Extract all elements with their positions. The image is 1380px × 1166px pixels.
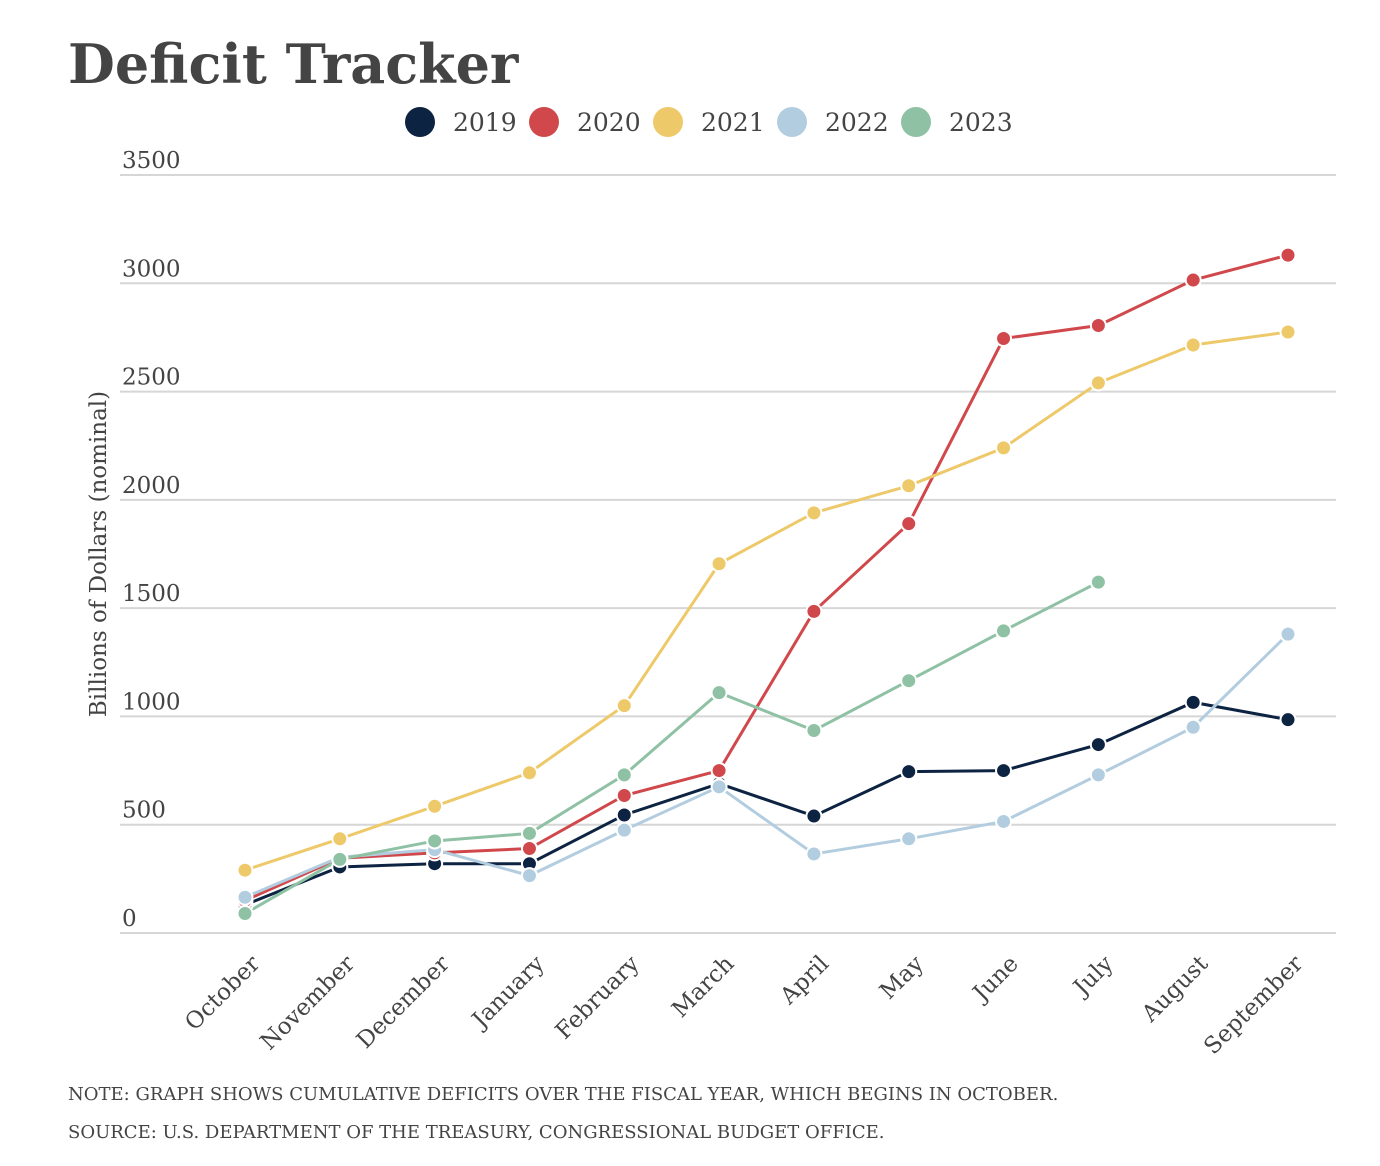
legend-label: 2020: [577, 108, 641, 137]
x-tick-label: September: [1199, 951, 1308, 1060]
y-axis-title: Billions of Dollars (nominal): [86, 391, 112, 717]
data-point: [1279, 625, 1297, 643]
data-point: [1184, 718, 1202, 736]
legend-swatch: [405, 107, 435, 137]
data-point: [900, 830, 918, 848]
x-tick-label: May: [875, 951, 929, 1005]
data-point: [520, 824, 538, 842]
chart-title: Deficit Tracker: [68, 32, 519, 96]
data-point: [1089, 766, 1107, 784]
y-tick-label: 1000: [122, 689, 181, 715]
data-point: [1089, 736, 1107, 754]
series-line: [244, 700, 1289, 907]
series-line: [244, 580, 1100, 915]
series-line: [244, 253, 1289, 902]
legend-label: 2022: [825, 108, 889, 137]
x-tick-label: February: [551, 951, 645, 1045]
data-point: [1279, 323, 1297, 341]
data-point: [615, 806, 633, 824]
data-point: [995, 812, 1013, 830]
legend-label: 2021: [701, 108, 765, 137]
data-point: [520, 764, 538, 782]
data-point: [236, 905, 254, 923]
data-point: [236, 888, 254, 906]
legend-swatch: [653, 107, 683, 137]
data-point: [1184, 271, 1202, 289]
data-point: [520, 867, 538, 885]
y-tick-label: 3500: [122, 148, 181, 174]
data-point: [615, 821, 633, 839]
series-line: [244, 633, 1290, 899]
data-point: [331, 850, 349, 868]
data-point: [615, 697, 633, 715]
x-tick-label: December: [352, 951, 455, 1054]
data-point: [900, 515, 918, 533]
y-tick-label: 2500: [122, 365, 181, 391]
data-point: [1184, 693, 1202, 711]
legend-swatch: [777, 107, 807, 137]
data-point: [805, 722, 823, 740]
data-point: [900, 763, 918, 781]
data-point: [900, 477, 918, 495]
data-point: [995, 439, 1013, 457]
data-point: [805, 602, 823, 620]
y-tick-label: 3000: [122, 256, 181, 282]
data-point: [520, 840, 538, 858]
note: NOTE: GRAPH SHOWS CUMULATIVE DEFICITS OV…: [68, 1084, 1058, 1105]
data-point: [1089, 317, 1107, 335]
x-tick-label: April: [775, 951, 834, 1010]
x-tick-label: November: [256, 951, 360, 1055]
data-point: [995, 762, 1013, 780]
data-point: [236, 861, 254, 879]
data-point: [615, 766, 633, 784]
data-point: [1279, 711, 1297, 729]
x-tick-label: July: [1067, 951, 1118, 1002]
legend-label: 2023: [949, 108, 1013, 137]
data-point: [1089, 374, 1107, 392]
data-point: [805, 845, 823, 863]
data-point: [1089, 573, 1107, 591]
legend-swatch: [529, 107, 559, 137]
data-point: [710, 684, 728, 702]
x-tick-label: October: [180, 951, 265, 1036]
data-point: [426, 832, 444, 850]
data-point: [805, 807, 823, 825]
y-tick-label: 1500: [122, 581, 181, 607]
data-point: [710, 555, 728, 573]
data-point: [900, 672, 918, 690]
data-point: [995, 330, 1013, 348]
x-tick-label: June: [967, 951, 1024, 1008]
x-tick-label: January: [466, 951, 550, 1035]
data-point: [426, 797, 444, 815]
note: SOURCE: U.S. DEPARTMENT OF THE TREASURY,…: [68, 1122, 884, 1143]
legend-label: 2019: [453, 108, 517, 137]
data-point: [615, 786, 633, 804]
y-tick-label: 0: [122, 906, 137, 932]
data-point: [1184, 336, 1202, 354]
x-tick-label: August: [1136, 950, 1214, 1028]
x-tick-label: March: [667, 951, 739, 1023]
data-point: [805, 504, 823, 522]
data-point: [1279, 246, 1297, 264]
y-tick-label: 500: [122, 798, 166, 824]
legend-swatch: [901, 107, 931, 137]
y-tick-label: 2000: [122, 473, 181, 499]
data-point: [710, 778, 728, 796]
series-line: [244, 330, 1289, 872]
data-point: [710, 762, 728, 780]
data-point: [331, 830, 349, 848]
data-point: [995, 622, 1013, 640]
